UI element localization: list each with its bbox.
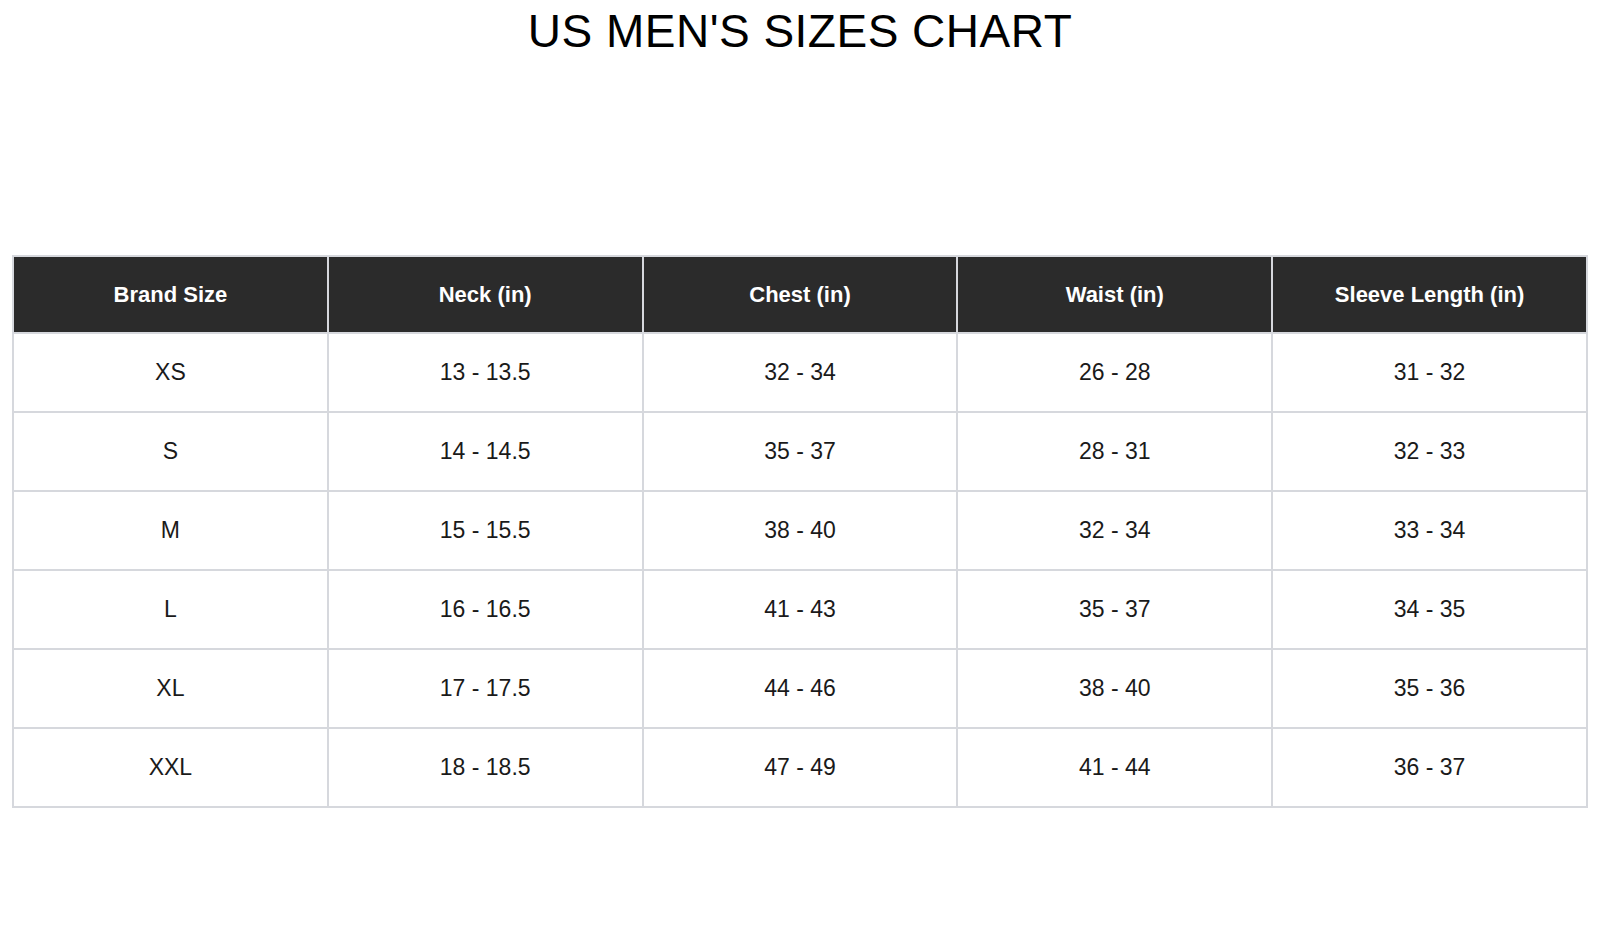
column-header-chest-in: Chest (in) bbox=[643, 256, 958, 333]
value-cell: 13 - 13.5 bbox=[328, 333, 643, 412]
table-row: M15 - 15.538 - 4032 - 3433 - 34 bbox=[13, 491, 1587, 570]
size-cell: XXL bbox=[13, 728, 328, 807]
size-cell: L bbox=[13, 570, 328, 649]
header-row: Brand SizeNeck (in)Chest (in)Waist (in)S… bbox=[13, 256, 1587, 333]
table-row: L16 - 16.541 - 4335 - 3734 - 35 bbox=[13, 570, 1587, 649]
value-cell: 28 - 31 bbox=[957, 412, 1272, 491]
value-cell: 14 - 14.5 bbox=[328, 412, 643, 491]
value-cell: 15 - 15.5 bbox=[328, 491, 643, 570]
value-cell: 32 - 34 bbox=[957, 491, 1272, 570]
value-cell: 38 - 40 bbox=[957, 649, 1272, 728]
value-cell: 18 - 18.5 bbox=[328, 728, 643, 807]
table-row: XL17 - 17.544 - 4638 - 4035 - 36 bbox=[13, 649, 1587, 728]
value-cell: 32 - 33 bbox=[1272, 412, 1587, 491]
value-cell: 16 - 16.5 bbox=[328, 570, 643, 649]
size-cell: XL bbox=[13, 649, 328, 728]
size-cell: M bbox=[13, 491, 328, 570]
column-header-brand-size: Brand Size bbox=[13, 256, 328, 333]
page-title: US MEN'S SIZES CHART bbox=[0, 8, 1600, 54]
value-cell: 35 - 37 bbox=[957, 570, 1272, 649]
column-header-sleeve-length-in: Sleeve Length (in) bbox=[1272, 256, 1587, 333]
table-row: XS13 - 13.532 - 3426 - 2831 - 32 bbox=[13, 333, 1587, 412]
table-row: S14 - 14.535 - 3728 - 3132 - 33 bbox=[13, 412, 1587, 491]
value-cell: 38 - 40 bbox=[643, 491, 958, 570]
page: US MEN'S SIZES CHART Brand SizeNeck (in)… bbox=[0, 0, 1600, 927]
table-body: XS13 - 13.532 - 3426 - 2831 - 32S14 - 14… bbox=[13, 333, 1587, 807]
column-header-waist-in: Waist (in) bbox=[957, 256, 1272, 333]
value-cell: 31 - 32 bbox=[1272, 333, 1587, 412]
value-cell: 32 - 34 bbox=[643, 333, 958, 412]
value-cell: 33 - 34 bbox=[1272, 491, 1587, 570]
value-cell: 41 - 44 bbox=[957, 728, 1272, 807]
value-cell: 35 - 37 bbox=[643, 412, 958, 491]
value-cell: 35 - 36 bbox=[1272, 649, 1587, 728]
value-cell: 47 - 49 bbox=[643, 728, 958, 807]
value-cell: 26 - 28 bbox=[957, 333, 1272, 412]
size-cell: S bbox=[13, 412, 328, 491]
value-cell: 41 - 43 bbox=[643, 570, 958, 649]
value-cell: 36 - 37 bbox=[1272, 728, 1587, 807]
size-cell: XS bbox=[13, 333, 328, 412]
value-cell: 44 - 46 bbox=[643, 649, 958, 728]
value-cell: 34 - 35 bbox=[1272, 570, 1587, 649]
table-row: XXL18 - 18.547 - 4941 - 4436 - 37 bbox=[13, 728, 1587, 807]
sizes-table: Brand SizeNeck (in)Chest (in)Waist (in)S… bbox=[12, 255, 1588, 808]
column-header-neck-in: Neck (in) bbox=[328, 256, 643, 333]
value-cell: 17 - 17.5 bbox=[328, 649, 643, 728]
